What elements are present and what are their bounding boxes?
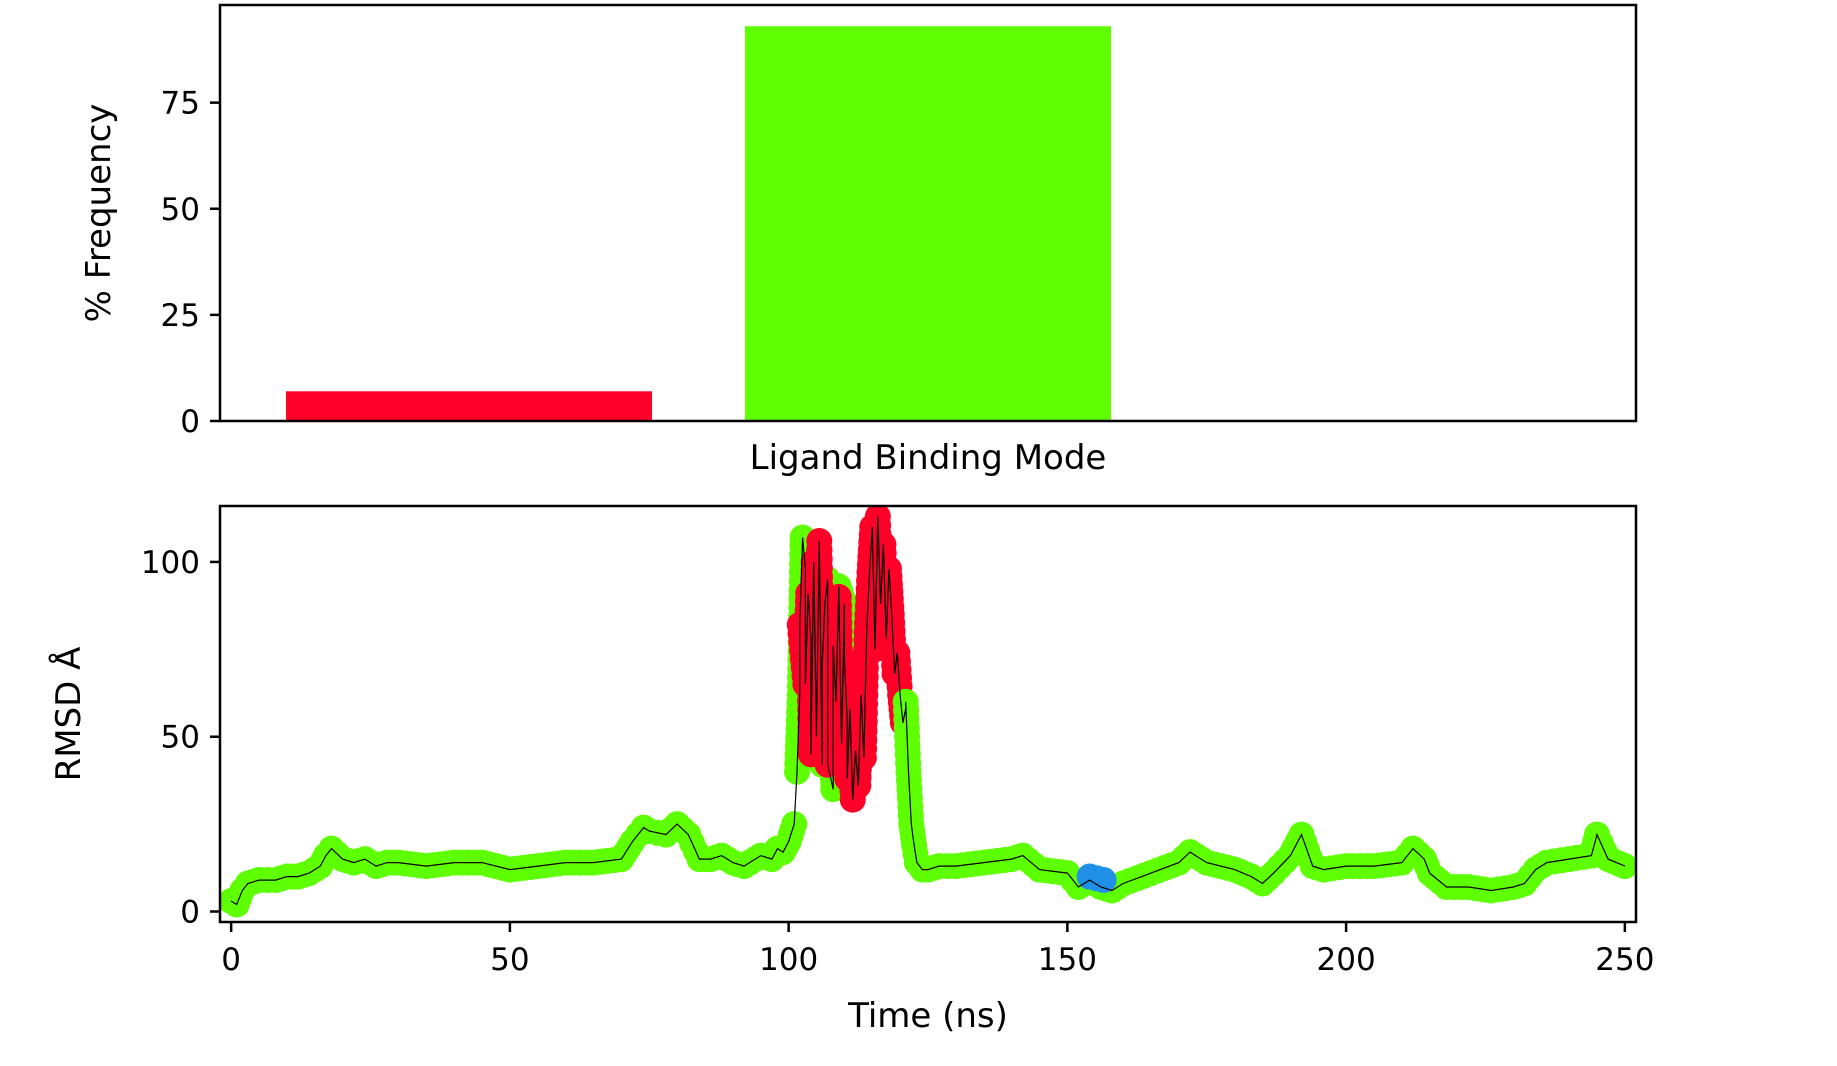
binding-mode-bar-chart: 0 25 50 75 Ligand Binding Mode % Frequency (79, 3, 1638, 478)
rmsd-x-tick-label: 0 (221, 942, 241, 978)
bar-plot-frame (218, 3, 1638, 423)
rmsd-y-tick-label: 50 (161, 720, 200, 756)
rmsd-x-tick-label: 150 (1038, 942, 1097, 978)
bar-y-tick-label: 25 (161, 298, 200, 334)
bar-y-tick-label: 0 (180, 404, 200, 440)
rmsd-x-ticks: 0 50 100 150 200 250 (221, 922, 1654, 978)
rmsd-x-axis-label: Time (ns) (847, 996, 1008, 1036)
rmsd-x-tick-label: 200 (1317, 942, 1376, 978)
rmsd-x-tick-label: 100 (759, 942, 818, 978)
rmsd-y-tick-label: 100 (141, 545, 200, 581)
bar-marks (286, 26, 1111, 422)
rmsd-marker-blue (1090, 867, 1117, 894)
bar-y-tick-label: 75 (161, 86, 200, 122)
bar-mode-2 (745, 26, 1111, 422)
rmsd-markers (220, 506, 1636, 918)
bar-y-ticks: 0 25 50 75 (161, 86, 220, 440)
rmsd-y-axis-label: RMSD Å (48, 647, 89, 782)
rmsd-y-tick-label: 0 (180, 895, 200, 931)
rmsd-time-series-chart: 0 50 100 150 200 250 0 50 100 Time (ns) RMSD Å (48, 504, 1654, 1036)
bar-y-tick-label: 50 (161, 192, 200, 228)
rmsd-trace (230, 516, 1626, 906)
rmsd-x-tick-label: 250 (1595, 942, 1654, 978)
bar-x-axis-label: Ligand Binding Mode (750, 438, 1107, 478)
bar-mode-1 (286, 391, 652, 421)
bar-y-axis-label: % Frequency (79, 104, 119, 323)
rmsd-plot-frame (218, 504, 1638, 924)
rmsd-y-ticks: 0 50 100 (141, 545, 220, 931)
rmsd-x-tick-label: 50 (490, 942, 529, 978)
rmsd-line (230, 516, 1626, 906)
